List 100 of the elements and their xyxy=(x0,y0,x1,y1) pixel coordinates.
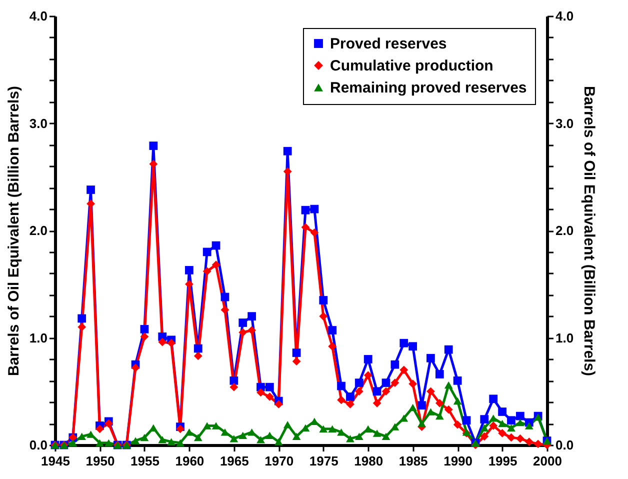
point xyxy=(328,425,336,433)
point xyxy=(202,267,212,276)
point xyxy=(104,439,113,446)
point xyxy=(489,414,498,422)
point xyxy=(96,424,104,434)
point xyxy=(444,345,453,354)
point xyxy=(319,296,328,304)
y-tick-label: 4.0 xyxy=(29,8,48,24)
point xyxy=(382,432,390,440)
x-tick-label: 1960 xyxy=(175,454,204,468)
point xyxy=(337,396,346,404)
point xyxy=(238,328,248,337)
point xyxy=(524,438,534,446)
point xyxy=(86,186,95,194)
point xyxy=(212,241,220,250)
x-tick-label: 1965 xyxy=(220,454,249,468)
y-axis-title: Barrels of Oil Equivalent (Billion Barrels) xyxy=(5,86,22,376)
point xyxy=(274,400,283,408)
point xyxy=(426,354,435,362)
point xyxy=(328,326,336,334)
point xyxy=(149,142,158,150)
point xyxy=(372,387,382,396)
point xyxy=(328,342,336,351)
point xyxy=(435,412,444,420)
point xyxy=(480,432,489,441)
point xyxy=(444,381,453,389)
y-tick-label: 1.0 xyxy=(29,330,48,346)
point xyxy=(230,434,238,442)
point xyxy=(86,430,95,438)
point xyxy=(382,387,390,396)
point xyxy=(194,434,202,442)
point xyxy=(301,223,310,232)
point xyxy=(212,260,220,270)
point xyxy=(78,322,86,332)
point xyxy=(364,355,372,364)
point xyxy=(400,366,408,374)
point xyxy=(319,425,328,433)
point xyxy=(489,422,498,430)
point xyxy=(310,204,319,214)
point xyxy=(337,428,346,436)
point xyxy=(346,400,354,408)
point xyxy=(408,404,417,412)
legend-label: Cumulative production xyxy=(330,58,494,74)
point xyxy=(372,398,382,408)
point xyxy=(167,338,176,348)
y-tick-label: 3.0 xyxy=(29,116,48,131)
point xyxy=(534,440,542,448)
point xyxy=(480,424,489,432)
y-tick-label: 2.0 xyxy=(29,223,48,238)
point xyxy=(248,326,256,334)
point xyxy=(354,387,364,396)
point xyxy=(176,424,184,434)
point xyxy=(238,318,248,327)
y2-tick-label: 3.0 xyxy=(556,116,574,131)
point xyxy=(78,314,86,323)
point xyxy=(256,388,265,397)
point xyxy=(435,370,444,378)
point xyxy=(346,392,354,401)
point xyxy=(390,360,400,369)
y2-tick-label: 1.0 xyxy=(556,330,574,346)
point xyxy=(390,378,400,387)
point xyxy=(382,378,390,387)
point xyxy=(212,422,220,430)
point xyxy=(202,248,212,256)
point xyxy=(68,439,78,446)
point xyxy=(266,392,274,401)
point xyxy=(194,344,202,353)
y2-tick-label: 2.0 xyxy=(556,223,574,238)
point xyxy=(453,420,462,429)
point xyxy=(426,387,435,396)
point xyxy=(408,342,417,351)
point xyxy=(140,324,149,334)
point xyxy=(507,416,516,425)
point xyxy=(516,412,524,420)
point xyxy=(426,408,435,416)
point xyxy=(516,418,524,426)
legend-label: Proved reserves xyxy=(330,36,447,52)
point xyxy=(498,408,506,416)
x-tick-label: 1985 xyxy=(398,454,428,468)
point xyxy=(444,405,453,414)
point xyxy=(516,434,524,443)
point xyxy=(310,228,319,237)
point xyxy=(140,434,149,442)
point xyxy=(220,292,230,302)
point xyxy=(346,434,354,442)
point xyxy=(167,438,176,446)
point xyxy=(408,380,417,388)
point xyxy=(140,332,149,341)
point xyxy=(462,416,471,425)
point xyxy=(364,371,372,380)
point xyxy=(131,437,140,444)
y-tick-label: 0.0 xyxy=(29,438,48,452)
x-tick-label: 1950 xyxy=(86,454,115,468)
point xyxy=(507,433,516,442)
point xyxy=(131,364,140,372)
point xyxy=(158,436,167,444)
x-tick-label: 2000 xyxy=(533,454,562,468)
point xyxy=(498,429,506,438)
x-tick-label: 1975 xyxy=(309,454,338,468)
point xyxy=(292,348,301,357)
